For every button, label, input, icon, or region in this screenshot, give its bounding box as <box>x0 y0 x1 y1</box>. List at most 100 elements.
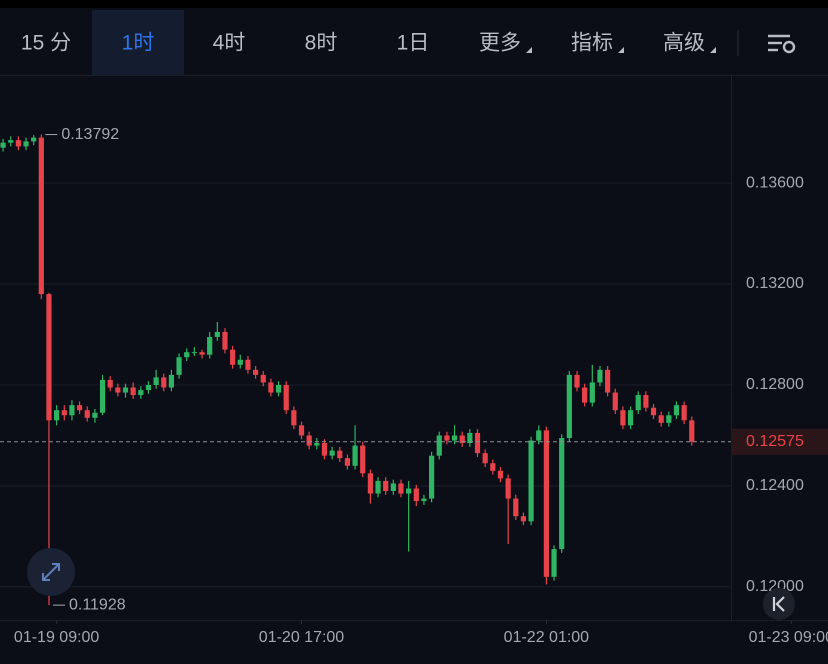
candle-body <box>207 337 213 355</box>
dropdown-caret <box>710 47 716 53</box>
candle-body <box>306 435 312 446</box>
candle-body <box>474 432 481 454</box>
candle-body <box>413 488 419 502</box>
tab[interactable]: 1时 <box>122 32 155 55</box>
candle-body <box>130 387 136 396</box>
candle-body <box>505 478 511 499</box>
candle-body <box>620 410 626 426</box>
candle-body <box>54 410 60 421</box>
candle-body <box>360 445 366 474</box>
candle-body <box>153 377 159 385</box>
candle-body <box>459 435 465 444</box>
candle-body <box>268 382 274 393</box>
candle-body <box>252 369 259 375</box>
tab[interactable]: 4时 <box>213 32 246 55</box>
candle-body <box>436 435 442 456</box>
candle-body <box>8 140 14 143</box>
x-tick-label: 01-22 01:00 <box>504 629 590 646</box>
candle-body <box>84 410 90 418</box>
tab[interactable]: 高级 <box>663 32 705 55</box>
candle-body <box>383 480 389 492</box>
candle-body <box>681 405 687 421</box>
candle-body <box>543 430 549 577</box>
candle-body <box>612 392 618 411</box>
tab[interactable]: 15 分 <box>21 32 71 55</box>
extreme-label: 0.13792 <box>61 126 119 143</box>
candle-body <box>283 384 289 411</box>
candle-body <box>69 405 75 416</box>
candle-body <box>451 435 458 441</box>
candle-body <box>222 331 228 350</box>
candle-body <box>421 498 427 502</box>
candle-body <box>15 140 21 147</box>
candle-body <box>61 410 67 416</box>
expand-button[interactable] <box>27 548 75 596</box>
candle-body <box>291 410 297 426</box>
dropdown-caret <box>526 47 532 53</box>
candle-body <box>145 384 152 391</box>
candle-body <box>528 440 534 522</box>
candle-body <box>444 435 450 441</box>
tab[interactable]: 8时 <box>305 32 338 55</box>
candle-body <box>46 294 52 421</box>
status-strip <box>0 0 828 8</box>
candle-body <box>237 359 243 365</box>
candle-body <box>467 432 473 444</box>
candle-body <box>673 405 680 416</box>
candle-body <box>650 407 657 416</box>
candle-body <box>122 387 129 393</box>
candle-body <box>0 142 6 148</box>
candle-body <box>275 384 282 393</box>
plot: 0.12000 0.12400 0.12800 0.13200 0.13600 01-19… <box>0 126 828 646</box>
tab[interactable]: 1日 <box>397 32 430 55</box>
candle-body <box>566 374 572 438</box>
tab[interactable]: 指标 <box>571 32 613 55</box>
candle-body <box>589 382 595 403</box>
extreme-label: 0.11928 <box>69 596 126 613</box>
candle-body <box>497 470 504 479</box>
candle-body <box>398 483 404 494</box>
candle-body <box>31 137 37 142</box>
candle-body <box>490 463 496 471</box>
candle-body <box>406 488 412 494</box>
candle-body <box>390 483 396 492</box>
candle-body <box>38 137 44 295</box>
candle-body <box>260 374 266 383</box>
candle-body <box>298 425 305 436</box>
candle-body <box>168 374 175 388</box>
settings-icon[interactable] <box>768 34 796 54</box>
y-tick-label: 0.13200 <box>746 275 804 292</box>
y-tick-label: 0.12000 <box>746 578 804 595</box>
candle-body <box>138 390 144 396</box>
active-tab-bg <box>92 10 184 75</box>
candle-body <box>329 450 335 456</box>
tab[interactable]: 更多 <box>479 32 521 55</box>
candle-body <box>429 455 435 499</box>
candle-body <box>520 516 527 522</box>
candle-body <box>666 415 672 423</box>
scroll-latest-button[interactable] <box>763 588 795 620</box>
candle-body <box>536 430 542 441</box>
candle-body <box>375 480 381 494</box>
candle-body <box>482 453 488 464</box>
candle-body <box>627 410 634 426</box>
candle-body <box>245 359 251 370</box>
candle-body <box>597 369 603 383</box>
candle-body <box>635 395 641 411</box>
candle-body <box>161 377 167 388</box>
candle-body <box>115 387 121 393</box>
dropdown-caret <box>618 47 624 53</box>
candle-body <box>352 445 358 466</box>
x-tick-label: 01-23 09:00 <box>749 629 828 646</box>
candle-body <box>337 450 343 459</box>
candle-body <box>191 352 197 354</box>
candle-body <box>643 395 649 408</box>
candle-body <box>314 443 320 446</box>
x-tick-label: 01-19 09:00 <box>14 629 100 646</box>
candle-body <box>344 458 351 466</box>
x-tick-label: 01-20 17:00 <box>259 629 345 646</box>
candle-body <box>321 443 328 456</box>
